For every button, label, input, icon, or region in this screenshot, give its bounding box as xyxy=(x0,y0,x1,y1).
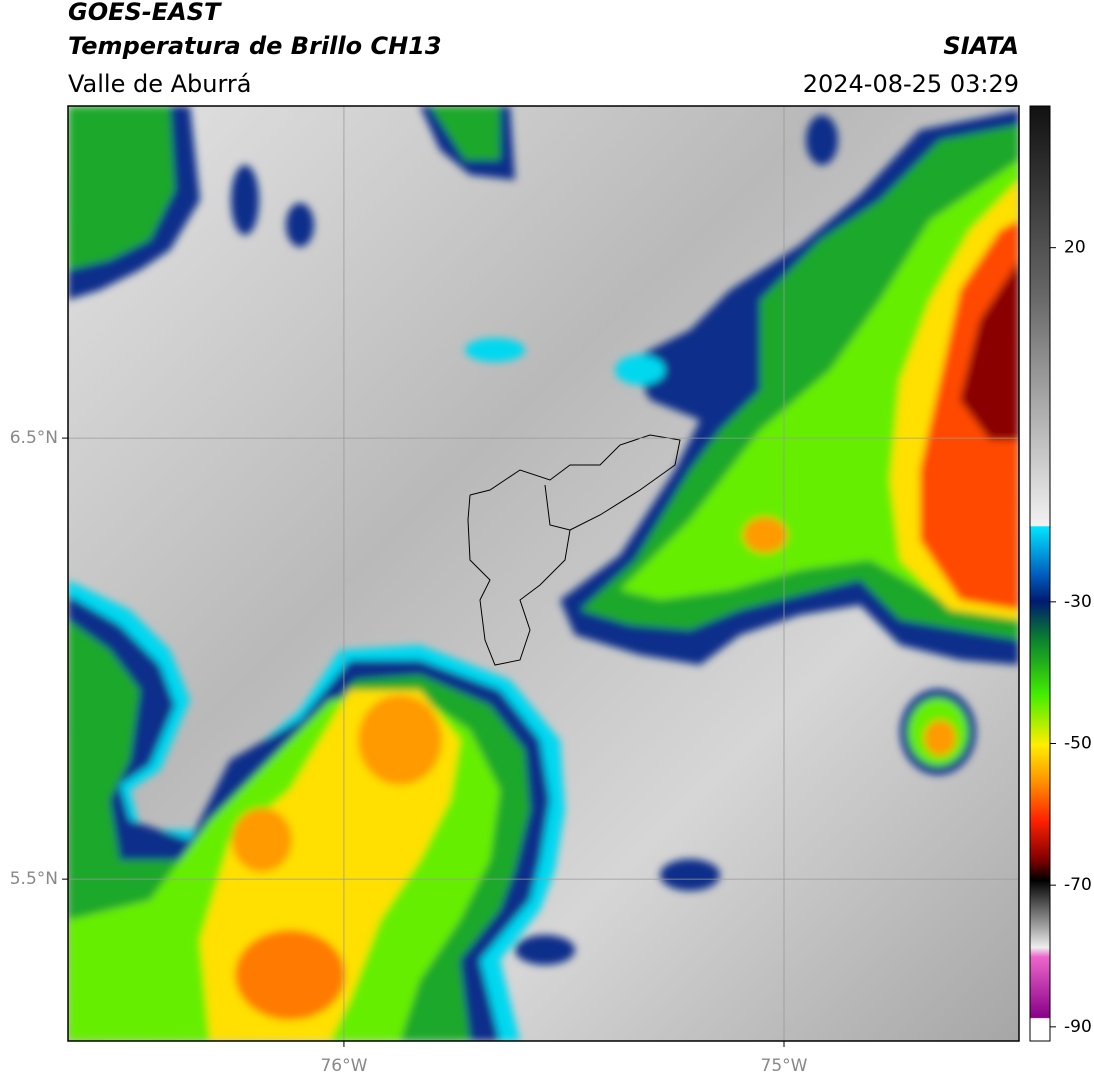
colorbar-tick-label: -90 xyxy=(1064,1017,1092,1037)
x-tick-label: 75°W xyxy=(761,1056,808,1076)
region: Valle de Aburrá xyxy=(68,70,252,98)
graticule xyxy=(68,106,1019,1041)
satellite-image xyxy=(68,106,1019,1041)
colorbar-tick-label: -70 xyxy=(1064,875,1092,895)
x-tick-label: 76°W xyxy=(320,1056,367,1076)
colorbar xyxy=(1029,105,1051,1042)
title: GOES-EAST xyxy=(68,0,222,26)
datetime: 2024-08-25 03:29 xyxy=(803,70,1019,98)
colorbar-tick-label: -30 xyxy=(1064,592,1092,612)
y-tick-label: 6.5°N xyxy=(10,428,58,448)
source: SIATA xyxy=(943,32,1019,60)
colorbar-tick-label: -50 xyxy=(1064,734,1092,754)
map-frame xyxy=(67,105,1020,1042)
subtitle: Temperatura de Brillo CH13 xyxy=(68,32,442,60)
y-tick-label: 5.5°N xyxy=(10,869,58,889)
colorbar-tick-label: 20 xyxy=(1064,238,1086,258)
